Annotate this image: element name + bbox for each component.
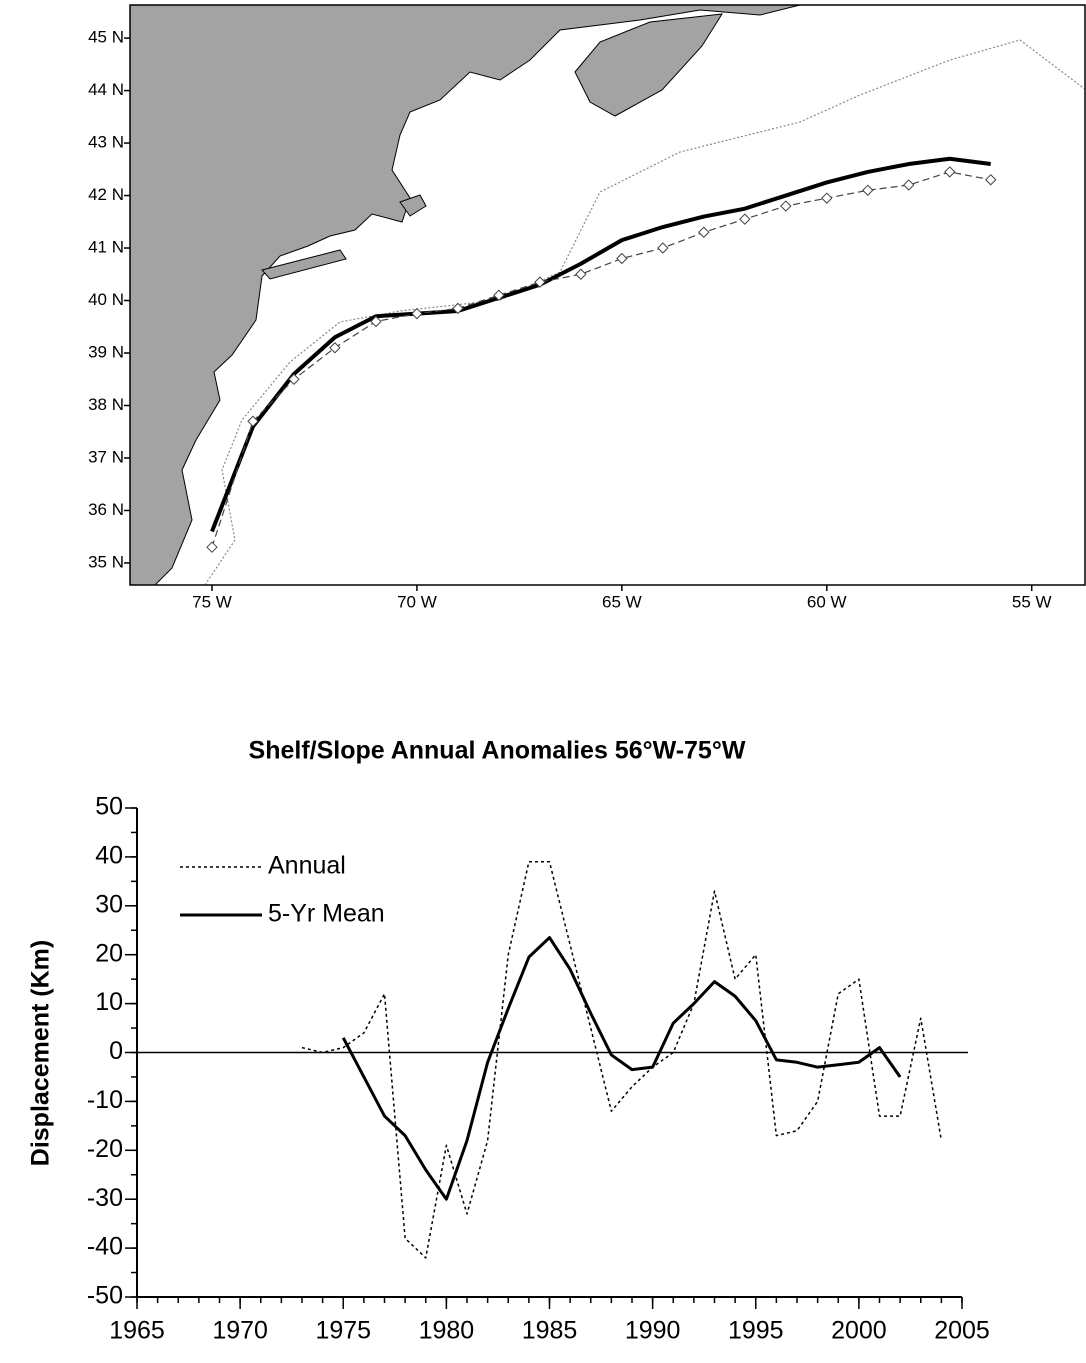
diamond-marker <box>288 373 300 385</box>
y-tick-label: 43 N <box>88 133 124 152</box>
continent <box>129 4 801 586</box>
y-tick-label: -30 <box>87 1184 123 1212</box>
long-island <box>261 249 347 280</box>
x-tick-label: 1995 <box>728 1317 784 1345</box>
y-tick-label: 41 N <box>88 238 124 257</box>
cape-cod <box>399 194 427 217</box>
y-tick-label: 39 N <box>88 342 124 361</box>
diamond-marker <box>862 184 874 196</box>
diamond-marker <box>821 192 833 204</box>
x-tick-label: 70 W <box>397 592 437 611</box>
x-tick-label: 1975 <box>315 1317 371 1345</box>
y-tick-label: 35 N <box>88 552 124 571</box>
diamond-marker <box>985 174 997 186</box>
y-tick-label: 20 <box>95 939 123 967</box>
diamond-marker <box>575 268 587 280</box>
x-tick-label: 1985 <box>522 1317 578 1345</box>
diamond-marker <box>903 179 915 191</box>
diamond-marker <box>944 166 956 178</box>
chart-title: Shelf/Slope Annual Anomalies 56°W-75°W <box>249 737 746 765</box>
y-tick-label: 40 N <box>88 290 124 309</box>
y-tick-label: 38 N <box>88 395 124 414</box>
x-tick-label: 2000 <box>831 1317 887 1345</box>
y-tick-label: 30 <box>95 890 123 918</box>
y-tick-label: -50 <box>87 1282 123 1310</box>
y-tick-label: -40 <box>87 1233 123 1261</box>
x-tick-label: 65 W <box>602 592 642 611</box>
y-tick-label: 0 <box>109 1037 123 1065</box>
diamond-marker <box>411 307 423 320</box>
diamond-marker <box>657 242 669 254</box>
legend-label: 5-Yr Mean <box>268 900 385 928</box>
diamond-marker <box>534 276 546 288</box>
diamond-marker <box>780 200 792 212</box>
y-tick-label: -20 <box>87 1135 123 1163</box>
y-tick-label: 37 N <box>88 447 124 466</box>
x-tick-label: 1980 <box>419 1317 475 1345</box>
series-line <box>301 861 943 1259</box>
x-tick-label: 1970 <box>212 1317 268 1345</box>
diamond-marker <box>739 213 751 225</box>
y-tick-label: 40 <box>95 842 123 870</box>
y-tick-label: 44 N <box>88 80 124 99</box>
y-tick-label: 36 N <box>88 500 124 519</box>
diamond-marker <box>329 342 341 354</box>
x-tick-label: 75 W <box>192 592 232 611</box>
x-tick-label: 1990 <box>625 1317 681 1345</box>
diamond-marker <box>452 302 464 315</box>
y-axis-label: Displacement (Km) <box>27 940 55 1166</box>
x-tick-label: 1965 <box>109 1317 165 1345</box>
series-line <box>341 936 902 1201</box>
y-tick-label: 42 N <box>88 185 124 204</box>
diamond-marker <box>206 541 218 553</box>
y-tick-label: 50 <box>95 793 123 821</box>
x-tick-label: 2005 <box>934 1317 990 1345</box>
y-tick-label: 10 <box>95 988 123 1016</box>
diamond-marker <box>493 289 505 301</box>
nova-scotia <box>574 13 723 117</box>
y-tick-label: -10 <box>87 1086 123 1114</box>
legend-label: Annual <box>268 852 346 880</box>
diamond-marker <box>370 315 382 328</box>
series-line <box>210 156 991 533</box>
x-tick-label: 60 W <box>807 592 847 611</box>
x-tick-label: 55 W <box>1012 592 1052 611</box>
plot-frame <box>129 4 1086 586</box>
y-tick-label: 45 N <box>88 28 124 47</box>
diamond-marker <box>247 415 259 427</box>
diamond-marker <box>616 252 628 265</box>
diamond-marker <box>698 226 710 238</box>
map-land <box>129 4 801 586</box>
series-line <box>211 171 991 548</box>
